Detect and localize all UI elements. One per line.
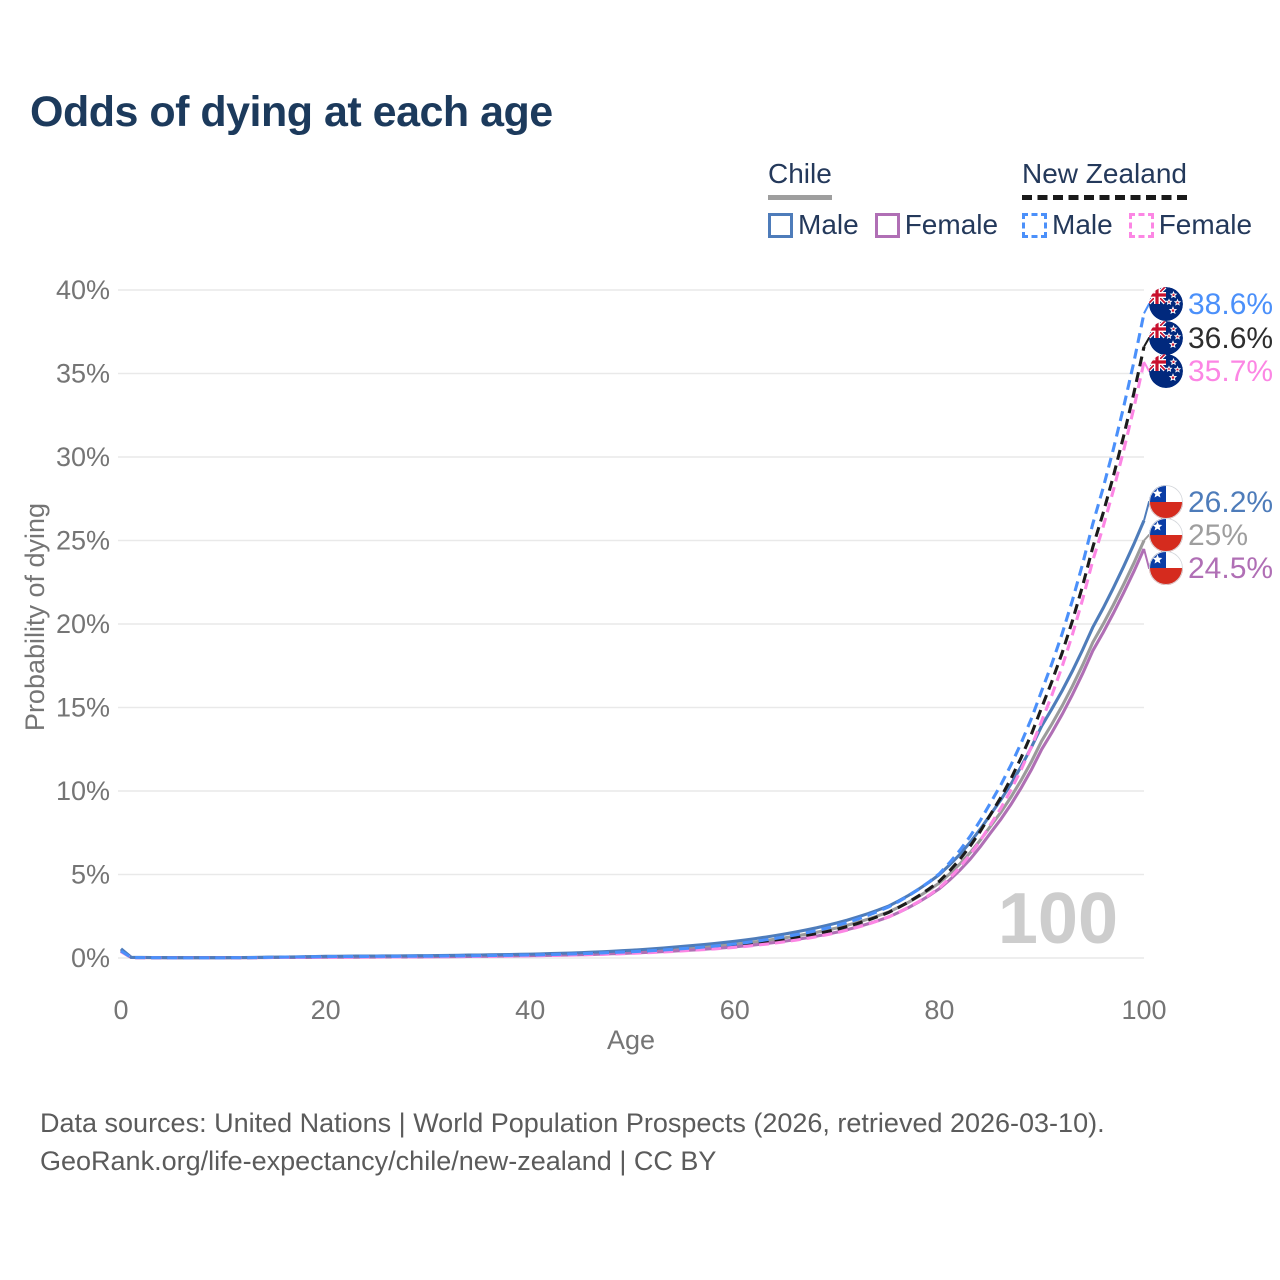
new-zealand-flag-icon [1149,354,1183,388]
y-tick-label: 5% [71,860,110,890]
legend-group-chile: Chile Male Female [768,158,998,241]
new-zealand-flag-icon [1149,321,1183,355]
y-tick-label: 0% [71,943,110,973]
legend-group-title-new-zealand: New Zealand [1022,158,1187,200]
chile-flag-icon [1149,551,1183,585]
chile-flag-icon [1149,518,1183,552]
footer: Data sources: United Nations | World Pop… [40,1104,1105,1180]
series-line-nz-female[interactable] [120,361,1146,960]
y-tick-label: 10% [56,776,110,806]
legend-group-new-zealand: New Zealand Male Female [1022,158,1252,241]
end-label-chile-male: 26.2% [1188,486,1273,519]
x-tick-label: 100 [1121,995,1166,1025]
footer-attribution: GeoRank.org/life-expectancy/chile/new-ze… [40,1146,717,1176]
legend: Chile Male Female New Zealand Male [0,158,1280,241]
series-line-nz-total[interactable] [120,346,1146,960]
series-line-chile-female[interactable] [120,548,1146,960]
x-tick-label: 20 [311,995,341,1025]
x-tick-label: 40 [515,995,545,1025]
y-tick-label: 25% [56,526,110,556]
y-tick-label: 15% [56,693,110,723]
legend-swatch-chile-male [768,212,793,238]
footer-data-sources: Data sources: United Nations | World Pop… [40,1108,1105,1138]
end-label-chile-total: 25% [1188,519,1248,552]
end-label-nz-male: 38.6% [1188,288,1273,321]
legend-item-label: Male [798,209,859,240]
y-tick-label: 20% [56,609,110,639]
series-line-nz-male[interactable] [120,313,1146,960]
series-line-chile-male[interactable] [120,519,1146,960]
x-tick-label: 60 [720,995,750,1025]
page-title: Odds of dying at each age [30,88,553,136]
end-label-nz-female: 35.7% [1188,355,1273,388]
legend-item-label: Female [1158,209,1253,240]
x-axis-title: Age [607,1025,655,1055]
age-watermark: 100 [998,879,1118,959]
legend-item-chile-female[interactable]: Female [874,209,999,241]
end-label-nz-total: 36.6% [1188,322,1273,355]
y-tick-label: 40% [56,275,110,305]
chile-flag-icon [1149,485,1183,519]
legend-swatch-chile-female [874,212,900,238]
y-tick-label: 30% [56,442,110,472]
y-axis-title: Probability of dying [20,503,50,731]
legend-item-label: Female [904,209,999,240]
x-tick-label: 80 [924,995,954,1025]
legend-swatch-nz-male [1022,212,1047,238]
y-tick-label: 35% [56,359,110,389]
legend-item-chile-male[interactable]: Male [768,209,859,241]
series-line-chile-total[interactable] [120,539,1146,960]
new-zealand-flag-icon [1149,287,1183,321]
x-tick-label: 0 [113,995,128,1025]
end-label-chile-female: 24.5% [1188,552,1273,585]
legend-item-nz-female[interactable]: Female [1128,209,1253,241]
legend-item-nz-male[interactable]: Male [1022,209,1113,241]
legend-item-label: Male [1052,209,1113,240]
legend-group-title-chile: Chile [768,158,832,200]
legend-swatch-nz-female [1128,212,1154,238]
